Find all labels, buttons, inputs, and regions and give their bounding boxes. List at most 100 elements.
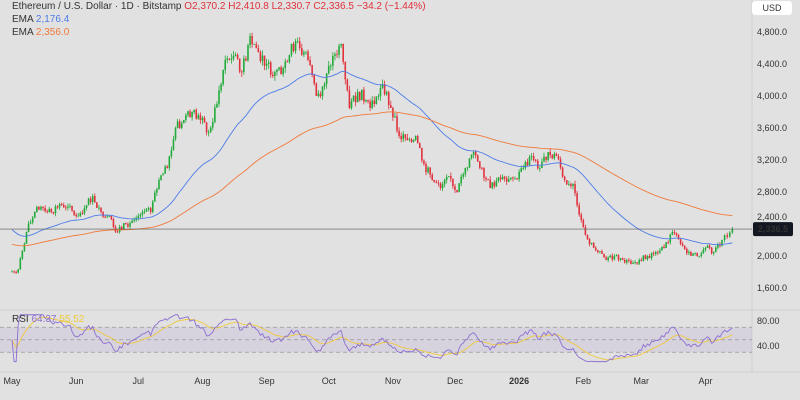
candle-body[interactable] (139, 214, 142, 217)
candle-body[interactable] (528, 156, 531, 166)
candle-body[interactable] (568, 184, 570, 185)
candle-body[interactable] (661, 246, 663, 251)
candle-body[interactable] (58, 204, 61, 208)
candle-body[interactable] (147, 208, 150, 210)
candle-body[interactable] (340, 44, 342, 46)
candle-body[interactable] (470, 154, 473, 159)
candle-body[interactable] (232, 56, 235, 59)
candle-body[interactable] (441, 184, 444, 188)
candle-body[interactable] (530, 156, 533, 157)
candle-body[interactable] (38, 207, 40, 210)
candle-body[interactable] (681, 244, 684, 246)
candle-body[interactable] (483, 168, 485, 178)
candle-body[interactable] (216, 104, 218, 108)
candle-body[interactable] (336, 54, 338, 56)
candle-body[interactable] (247, 45, 249, 61)
candle-body[interactable] (164, 166, 166, 174)
candle-body[interactable] (98, 207, 100, 209)
candle-body[interactable] (706, 245, 709, 248)
ema1-line[interactable] (11, 70, 733, 246)
candle-body[interactable] (319, 93, 322, 97)
candle-body[interactable] (493, 182, 496, 187)
candle-body[interactable] (334, 54, 336, 56)
candle-body[interactable] (77, 215, 80, 217)
candle-body[interactable] (561, 167, 564, 177)
candle-body[interactable] (698, 255, 701, 257)
candle-body[interactable] (416, 136, 419, 144)
candle-body[interactable] (220, 84, 222, 91)
candle-body[interactable] (176, 121, 179, 128)
candle-body[interactable] (534, 159, 537, 161)
candle-body[interactable] (429, 167, 431, 175)
candle-body[interactable] (170, 150, 173, 157)
candle-body[interactable] (255, 44, 258, 49)
candle-body[interactable] (516, 178, 518, 180)
candle-body[interactable] (650, 252, 653, 259)
candle-body[interactable] (572, 184, 574, 187)
candle-body[interactable] (234, 54, 237, 56)
candle-body[interactable] (586, 234, 589, 240)
candle-body[interactable] (640, 260, 643, 261)
candle-body[interactable] (431, 174, 434, 180)
candle-body[interactable] (158, 180, 160, 190)
candle-body[interactable] (89, 198, 92, 202)
candle-body[interactable] (226, 58, 229, 60)
candle-body[interactable] (52, 212, 55, 214)
candle-body[interactable] (365, 100, 367, 102)
candle-body[interactable] (503, 176, 506, 179)
candle-body[interactable] (551, 155, 554, 159)
candle-body[interactable] (141, 212, 144, 215)
candle-body[interactable] (514, 178, 516, 180)
candle-body[interactable] (311, 65, 313, 75)
candle-body[interactable] (116, 231, 119, 233)
candle-body[interactable] (156, 189, 158, 193)
candle-body[interactable] (96, 202, 98, 208)
candle-body[interactable] (274, 72, 276, 77)
candle-body[interactable] (592, 242, 595, 248)
candle-body[interactable] (178, 121, 181, 128)
candle-body[interactable] (576, 193, 578, 206)
candle-body[interactable] (644, 255, 647, 260)
candle-body[interactable] (580, 214, 583, 220)
candle-body[interactable] (224, 60, 227, 71)
candle-body[interactable] (263, 55, 266, 66)
candle-body[interactable] (108, 216, 111, 217)
candle-body[interactable] (361, 89, 363, 101)
candle-body[interactable] (690, 252, 692, 256)
candle-body[interactable] (253, 44, 255, 45)
candle-body[interactable] (518, 171, 520, 180)
candle-body[interactable] (390, 105, 392, 108)
candle-body[interactable] (532, 156, 535, 160)
candle-body[interactable] (288, 55, 291, 62)
candle-body[interactable] (688, 252, 690, 254)
candle-body[interactable] (354, 95, 357, 103)
candle-body[interactable] (545, 156, 547, 160)
candle-body[interactable] (385, 92, 388, 95)
currency-button[interactable]: USD (752, 1, 792, 15)
candle-body[interactable] (522, 168, 525, 169)
candle-body[interactable] (282, 68, 284, 75)
candle-body[interactable] (174, 128, 177, 140)
candle-body[interactable] (290, 44, 293, 56)
candle-body[interactable] (292, 44, 295, 51)
candle-body[interactable] (65, 207, 67, 209)
candle-body[interactable] (423, 160, 425, 164)
candle-body[interactable] (487, 179, 489, 181)
candle-body[interactable] (557, 156, 560, 160)
candle-body[interactable] (510, 177, 512, 180)
candle-body[interactable] (317, 93, 320, 96)
candle-body[interactable] (466, 167, 469, 169)
candle-body[interactable] (686, 248, 688, 254)
candle-body[interactable] (238, 58, 241, 72)
candle-body[interactable] (611, 255, 614, 260)
candle-body[interactable] (209, 127, 212, 132)
candle-body[interactable] (278, 67, 280, 70)
candle-body[interactable] (708, 245, 711, 248)
candle-body[interactable] (381, 84, 384, 88)
candle-body[interactable] (305, 51, 307, 53)
rsi-legend[interactable]: RSI 64.37 55.52 (12, 314, 84, 326)
candle-body[interactable] (137, 216, 140, 219)
candle-body[interactable] (151, 201, 154, 212)
candle-body[interactable] (400, 136, 402, 140)
